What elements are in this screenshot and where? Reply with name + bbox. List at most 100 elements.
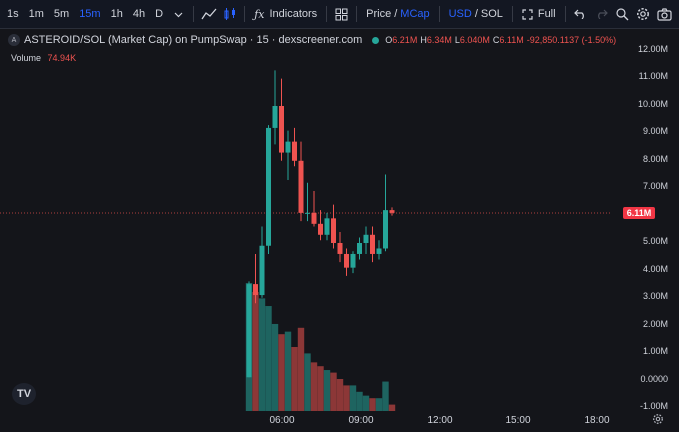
y-tick-label: 11.00M xyxy=(638,71,668,81)
volume-bar xyxy=(388,404,396,411)
candle-body xyxy=(350,253,356,268)
x-tick-label: 15:00 xyxy=(505,415,531,426)
volume-bar xyxy=(336,379,344,411)
volume-bar xyxy=(362,395,370,411)
price-chart[interactable] xyxy=(0,29,679,432)
y-tick-label: 5.00M xyxy=(642,236,668,246)
indicators-label: Indicators xyxy=(269,8,318,20)
redo-icon[interactable] xyxy=(591,0,612,29)
volume-legend: Volume 74.94K xyxy=(11,53,76,63)
candle-body xyxy=(246,284,252,378)
fullscreen-icon xyxy=(522,8,533,20)
candle-body xyxy=(272,106,278,128)
volume-bar xyxy=(330,372,337,411)
market-status-dot xyxy=(372,36,380,44)
indicators-button[interactable]: ƒx Indicators xyxy=(249,0,322,29)
volume-bar xyxy=(265,306,272,411)
last-price-tag: 6.11M xyxy=(623,207,655,219)
divider xyxy=(511,6,513,22)
divider xyxy=(193,6,195,22)
undo-icon[interactable] xyxy=(570,0,591,29)
camera-icon[interactable] xyxy=(654,0,675,29)
candle-body xyxy=(376,248,382,254)
divider xyxy=(438,6,440,22)
volume-bar xyxy=(356,391,363,411)
volume-label: Volume xyxy=(11,53,42,63)
currency-toggle[interactable]: USD / SOL xyxy=(444,0,508,29)
timeframe-15m[interactable]: 15m xyxy=(79,8,101,20)
y-tick-label: 1.00M xyxy=(642,346,668,356)
candle-style-icon[interactable] xyxy=(219,0,240,29)
volume-bar xyxy=(323,370,331,411)
volume-bar xyxy=(382,381,389,411)
candle-body xyxy=(344,253,349,268)
candle-series xyxy=(246,70,395,378)
candle-body xyxy=(292,141,297,161)
symbol-title[interactable]: ASTEROID/SOL (Market Cap) on PumpSwap · … xyxy=(24,34,363,46)
x-tick-label: 09:00 xyxy=(348,415,374,426)
candle-body xyxy=(363,234,369,243)
divider xyxy=(326,6,328,22)
divider xyxy=(564,6,566,22)
usd-option[interactable]: USD xyxy=(448,8,472,20)
candle-body xyxy=(279,106,284,153)
timeframe-D[interactable]: D xyxy=(155,8,164,20)
timeframe-1m[interactable]: 1m xyxy=(28,8,44,20)
x-tick-label: 12:00 xyxy=(427,415,453,426)
volume-bar xyxy=(291,347,298,411)
volume-bar xyxy=(252,291,259,411)
candle-body xyxy=(337,243,343,254)
slash-separator: / xyxy=(474,8,478,20)
chevron-down-icon[interactable] xyxy=(168,0,189,29)
candle-body xyxy=(331,218,336,243)
y-tick-label: 7.00M xyxy=(642,181,668,191)
y-tick-label: 0.0000 xyxy=(640,374,668,384)
volume-bar xyxy=(343,385,350,411)
volume-value: 74.94K xyxy=(47,53,77,63)
y-tick-label: 3.00M xyxy=(642,291,668,301)
full-label: Full xyxy=(537,8,556,20)
x-tick-label: 18:00 xyxy=(584,415,610,426)
sol-option[interactable]: SOL xyxy=(480,8,503,20)
price-option[interactable]: Price xyxy=(366,8,392,20)
volume-bar xyxy=(369,398,376,411)
volume-series xyxy=(245,283,396,411)
mcap-option[interactable]: MCap xyxy=(400,8,430,20)
chart-toolbar: 1s 1m 5m 15m 1h 4h D ƒx Indicators Price / MCa… xyxy=(0,0,679,29)
timeframe-1h[interactable]: 1h xyxy=(110,8,123,20)
candle-body xyxy=(298,160,304,213)
ohlc-high: H6.34M xyxy=(420,35,452,45)
y-tick-label: 2.00M xyxy=(642,319,668,329)
volume-bar xyxy=(271,323,279,411)
fullscreen-button[interactable]: Full xyxy=(517,0,561,29)
timeframe-1s[interactable]: 1s xyxy=(7,8,19,20)
volume-bar xyxy=(278,334,285,411)
x-tick-label: 06:00 xyxy=(269,415,295,426)
candle-body xyxy=(285,141,291,153)
timeframe-4h[interactable]: 4h xyxy=(132,8,146,20)
divider xyxy=(244,6,246,22)
tradingview-logo[interactable]: TV xyxy=(12,383,36,405)
y-tick-label: 12.00M xyxy=(637,44,668,54)
y-tick-label: 4.00M xyxy=(642,264,668,274)
candle-body xyxy=(311,212,317,224)
axis-settings-icon[interactable] xyxy=(652,413,664,425)
y-tick-label: 9.00M xyxy=(642,126,668,136)
divider xyxy=(356,6,358,22)
y-tick-label: 8.00M xyxy=(642,154,668,164)
chart-style-icon[interactable] xyxy=(198,0,219,29)
timeframe-group: 1s 1m 5m 15m 1h 4h D xyxy=(2,0,168,29)
ohlc-low: L6.040M xyxy=(454,35,490,45)
volume-bar xyxy=(317,366,324,411)
price-mcap-toggle[interactable]: Price / MCap xyxy=(361,0,434,29)
function-icon: ƒx xyxy=(254,7,265,21)
search-icon[interactable] xyxy=(612,0,633,29)
candle-body xyxy=(383,210,388,249)
settings-icon[interactable] xyxy=(633,0,654,29)
volume-bar xyxy=(297,327,305,411)
candle-body xyxy=(357,243,362,254)
ohlc-change: -92,850.1137 (-1.50%) xyxy=(526,35,617,45)
timeframe-5m[interactable]: 5m xyxy=(53,8,70,20)
layout-grid-icon[interactable] xyxy=(331,0,352,29)
candle-body xyxy=(324,218,330,235)
